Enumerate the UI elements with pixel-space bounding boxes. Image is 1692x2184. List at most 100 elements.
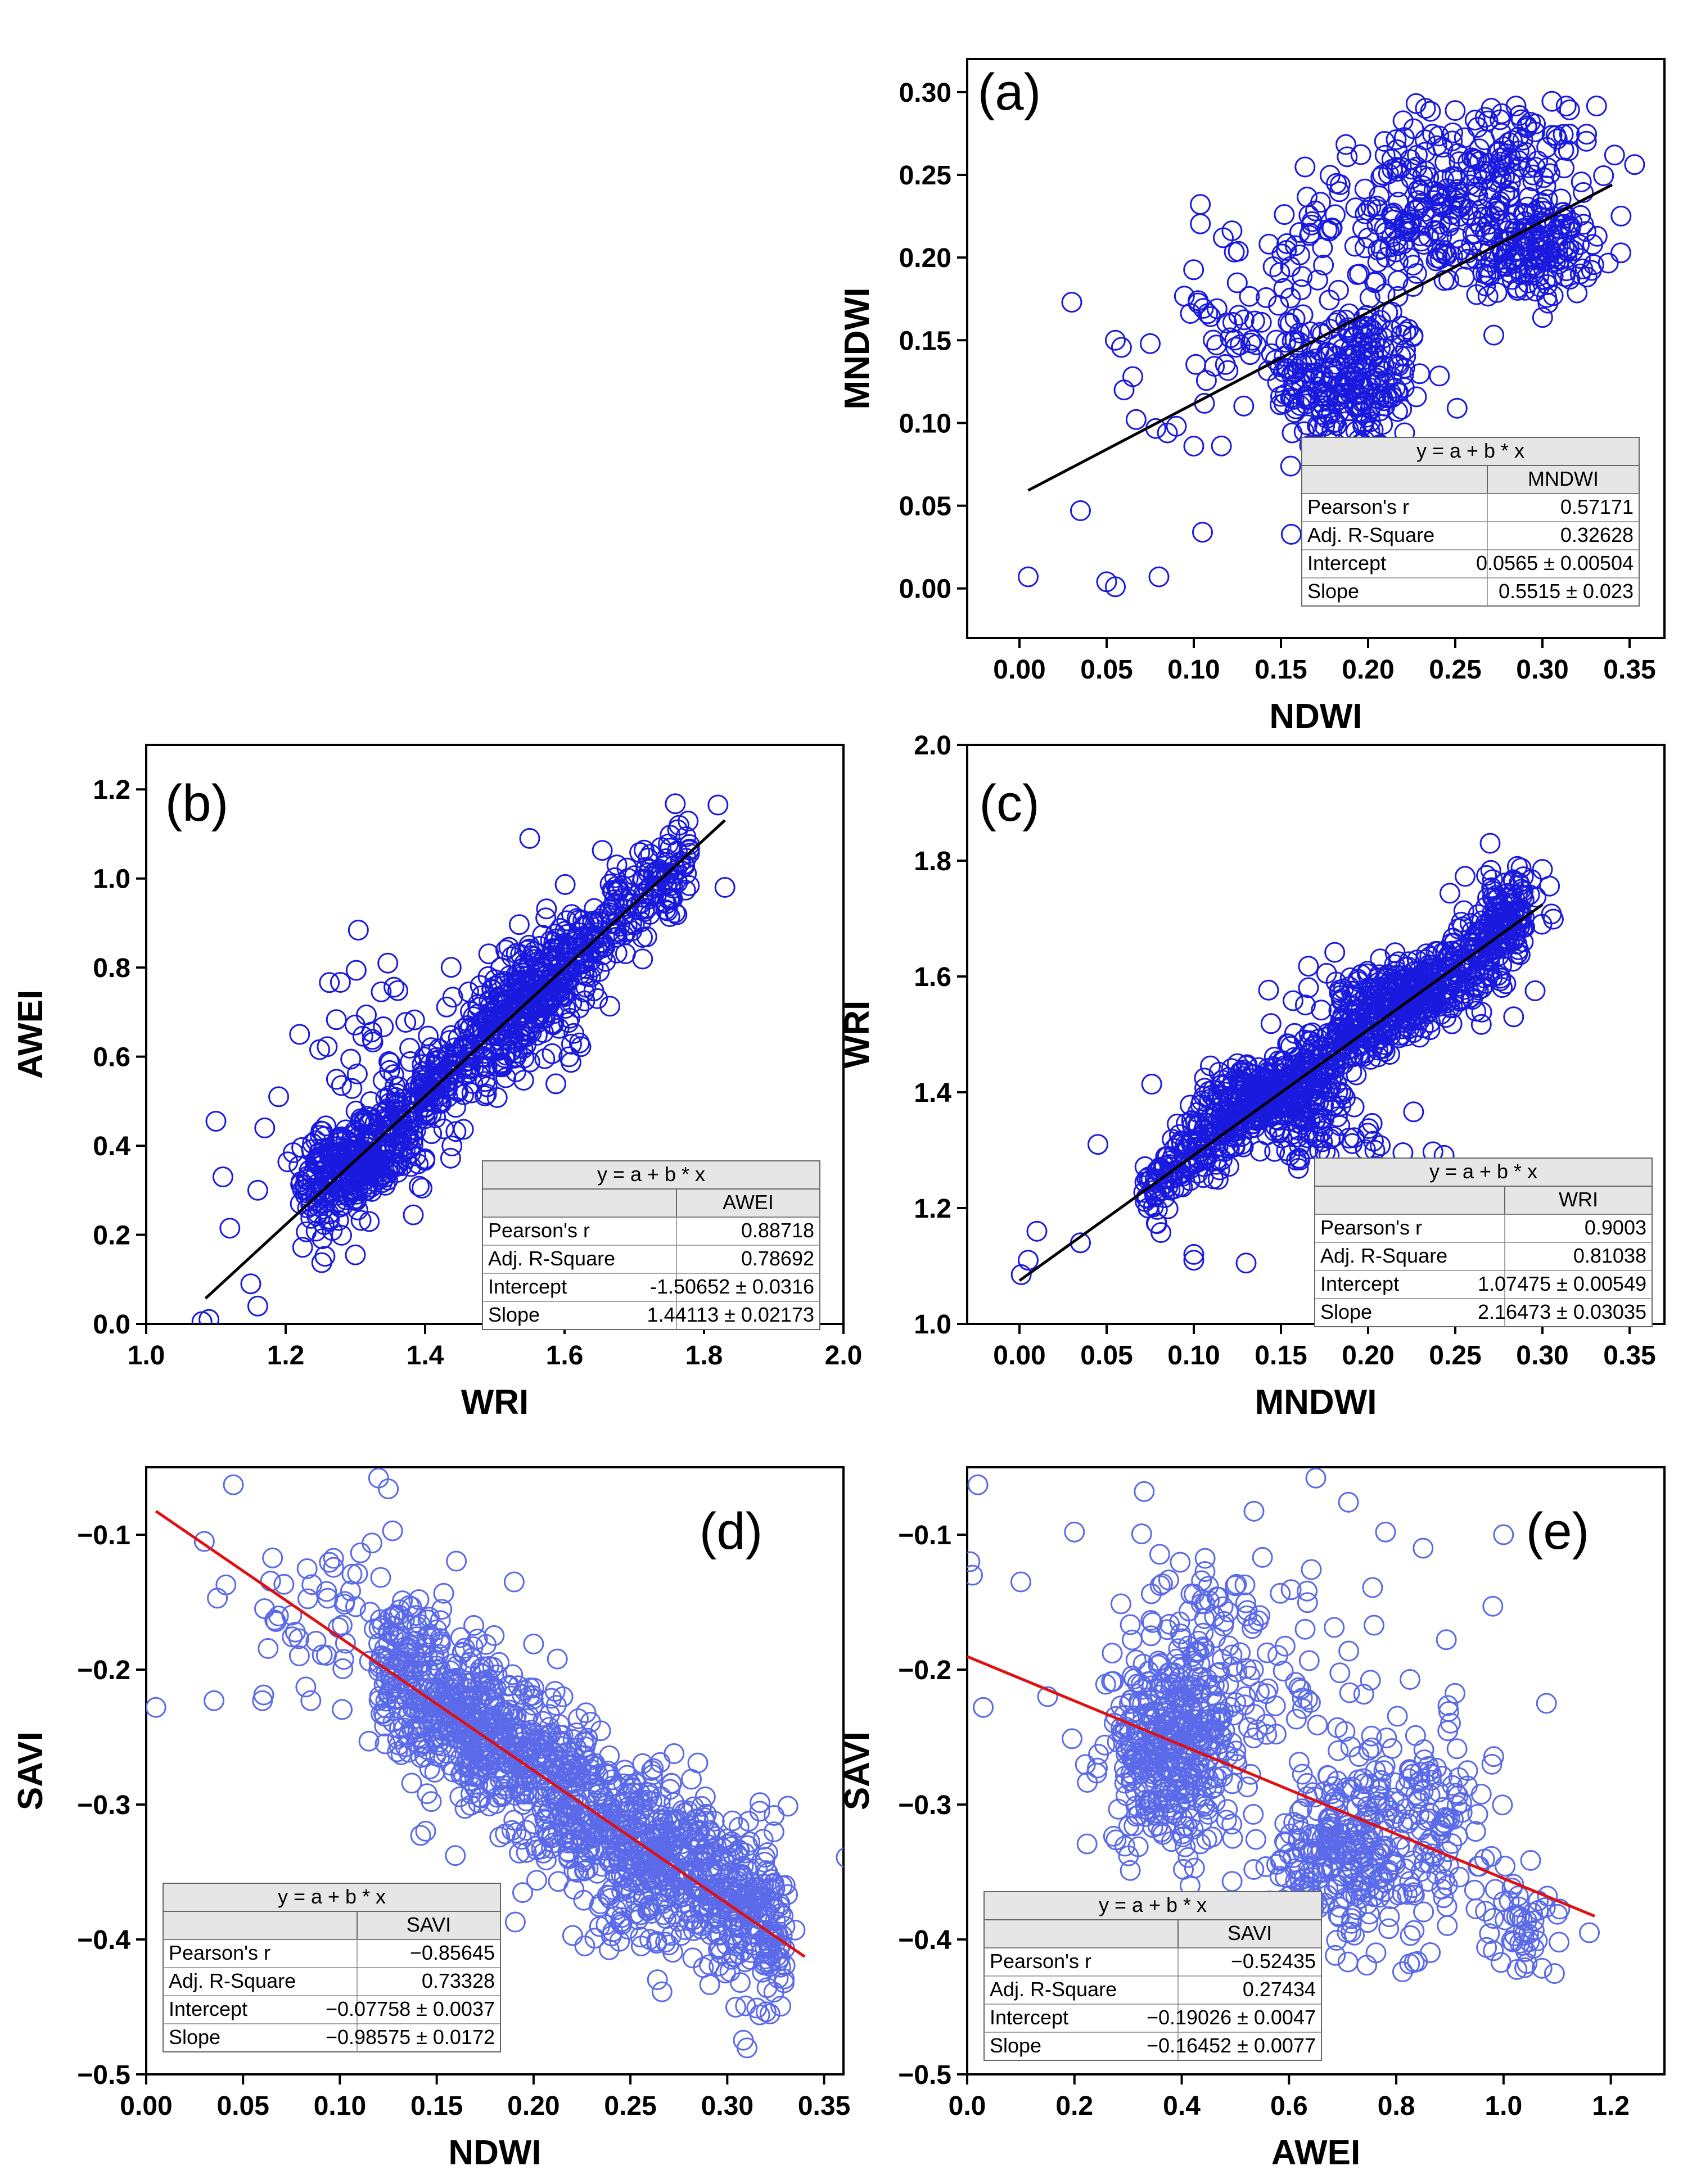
fit-equation: y = a + b * x <box>1416 439 1524 462</box>
data-point <box>560 1750 581 1771</box>
data-point <box>1280 523 1302 545</box>
fit-row-value: 0.57171 <box>1560 495 1634 518</box>
data-point <box>331 1075 352 1096</box>
data-point <box>1359 377 1380 399</box>
data-point <box>1333 1011 1354 1032</box>
data-point <box>399 1038 421 1059</box>
x-tick-label: 0.25 <box>1429 1341 1481 1371</box>
data-point <box>1316 341 1338 363</box>
fit-row-value: 1.07475 ± 0.00549 <box>1478 1272 1646 1295</box>
data-point <box>1337 366 1359 387</box>
data-point <box>1529 276 1550 297</box>
data-point <box>396 1688 417 1710</box>
data-point <box>1522 170 1544 192</box>
data-point <box>1403 1101 1424 1123</box>
data-point <box>662 1903 684 1925</box>
data-point <box>489 993 511 1014</box>
data-point <box>1495 230 1516 252</box>
data-point <box>1418 973 1440 994</box>
data-point <box>1556 247 1578 268</box>
data-point <box>1392 965 1413 987</box>
data-point <box>1393 127 1415 148</box>
data-point <box>1476 865 1497 886</box>
data-point <box>1266 329 1287 351</box>
data-point <box>1010 1264 1032 1285</box>
data-point <box>1355 237 1375 259</box>
data-point <box>632 1798 653 1820</box>
data-point <box>1515 142 1536 163</box>
data-point <box>1343 354 1365 375</box>
data-point <box>1570 205 1591 226</box>
data-point <box>547 1648 568 1670</box>
data-point <box>1475 973 1496 994</box>
data-point <box>1108 1798 1129 1820</box>
data-point <box>408 1589 430 1610</box>
fit-row-label: Adj. R-Square <box>1320 1244 1447 1267</box>
data-point <box>285 1621 306 1643</box>
data-point <box>223 1474 244 1495</box>
data-point <box>1175 1836 1196 1857</box>
data-point <box>784 1919 806 1941</box>
x-tick-label: 0.00 <box>120 2091 172 2121</box>
data-point <box>1211 1089 1233 1111</box>
data-point <box>1409 1027 1430 1048</box>
data-point <box>382 1520 403 1541</box>
data-point <box>1479 241 1500 262</box>
y-tick-label: 0.15 <box>899 326 951 356</box>
data-point <box>651 837 671 858</box>
data-point <box>655 1908 676 1929</box>
data-point <box>454 1638 475 1659</box>
data-point <box>1218 1156 1239 1177</box>
data-point <box>1271 1127 1293 1148</box>
data-point <box>306 1184 328 1205</box>
data-point <box>513 1784 534 1805</box>
y-axis-label: MNDWI <box>838 288 877 410</box>
data-point <box>1392 110 1414 132</box>
data-point <box>1443 933 1465 953</box>
data-point <box>1465 1001 1487 1022</box>
data-point <box>345 1596 366 1617</box>
panel-e: 0.0 0.2 0.4 0.6 0.8 1.0 1.2−0.5−0.4−0.3−0.2−0.… <box>838 1466 1666 2172</box>
data-point <box>1576 130 1597 152</box>
data-point <box>1313 255 1334 276</box>
data-point <box>1224 329 1246 351</box>
y-tick-label: 2.0 <box>914 731 951 761</box>
data-point <box>599 1888 621 1909</box>
data-point <box>556 910 577 932</box>
data-point <box>247 1295 268 1317</box>
data-point <box>489 1652 510 1673</box>
y-tick-label: −0.2 <box>898 1656 951 1685</box>
data-point <box>1434 240 1455 261</box>
data-point <box>588 1778 609 1799</box>
data-point <box>1387 177 1409 198</box>
data-point <box>493 1779 515 1800</box>
data-point <box>1370 978 1391 1000</box>
data-point <box>1451 911 1472 933</box>
data-point <box>219 1218 241 1239</box>
data-point <box>1474 129 1495 151</box>
data-point <box>1550 188 1572 210</box>
data-point <box>1201 1740 1222 1762</box>
data-point <box>547 938 568 959</box>
data-point <box>1230 1062 1252 1084</box>
data-point <box>1296 394 1317 415</box>
data-point <box>273 1573 295 1595</box>
data-point <box>1204 356 1225 377</box>
data-point <box>318 1210 339 1232</box>
y-tick-label: 1.0 <box>93 865 130 894</box>
data-point <box>436 996 457 1018</box>
data-point <box>1512 129 1533 151</box>
data-point <box>1500 227 1521 248</box>
data-point <box>1378 387 1400 409</box>
data-point <box>1379 1044 1400 1065</box>
fit-equation: y = a + b * x <box>1429 1160 1537 1183</box>
y-tick-label: −0.5 <box>77 2060 130 2090</box>
data-point <box>1150 1222 1171 1243</box>
data-point <box>313 1184 334 1206</box>
data-point <box>639 1929 661 1950</box>
data-point <box>759 1903 779 1925</box>
fit-row-value: 0.32628 <box>1560 523 1634 546</box>
data-point <box>658 1934 679 1956</box>
